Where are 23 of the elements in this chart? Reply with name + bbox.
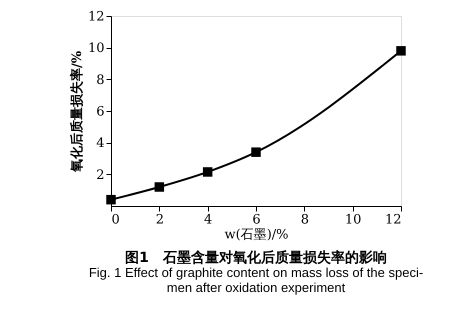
x-axis-title: w(石墨)/% — [224, 228, 289, 242]
y-tick-label: 2 — [96, 168, 104, 183]
y-tick-label: 10 — [88, 41, 104, 56]
y-tick-label: 12 — [88, 10, 104, 24]
x-tick-label: 12 — [384, 212, 402, 228]
y-tick-label: 8 — [96, 72, 104, 88]
point — [106, 194, 116, 204]
x-tick-label: 10 — [344, 212, 362, 228]
point — [396, 46, 406, 56]
x-tick-label: 0 — [112, 212, 120, 228]
x-tick-label: 8 — [300, 212, 309, 228]
text: men after oxidation experiment — [166, 280, 346, 295]
y-tick-label: 4 — [96, 136, 104, 152]
y-tick-label: 6 — [96, 104, 104, 120]
x-tick-label: 6 — [252, 212, 261, 228]
point — [154, 182, 164, 192]
x-tick-label: 4 — [204, 212, 212, 228]
caption: Fig. 1 Effect of graphite content on mass loss of the speci- — [88, 265, 424, 280]
point — [251, 147, 261, 157]
x-tick-label: 2 — [156, 212, 164, 228]
y-axis-title: 氧化后质量损失率/% — [68, 50, 85, 174]
text: 图1 石墨含量对氧化后质量损失率的影响 — [125, 249, 387, 266]
point — [202, 167, 212, 177]
